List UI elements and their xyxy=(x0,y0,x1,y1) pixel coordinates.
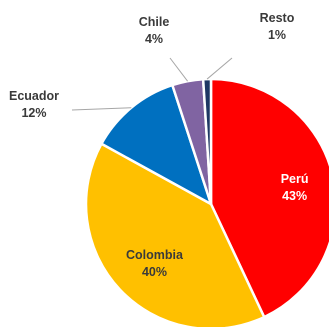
slice-value-colombia: 40% xyxy=(142,265,167,279)
slice-labels: Perú 43% Colombia 40% Ecuador 12% Chile 4% Resto… xyxy=(9,11,309,279)
slice-value-chile: 4% xyxy=(145,32,163,46)
leader-line-resto xyxy=(206,57,233,80)
slice-label-colombia: Colombia xyxy=(126,248,184,262)
pie-slices xyxy=(84,77,329,327)
slice-value-resto: 1% xyxy=(268,28,286,42)
leader-lines xyxy=(71,57,233,111)
slice-label-peru: Perú xyxy=(281,172,309,186)
pie-slice-ecuador xyxy=(100,83,213,206)
slice-label-ecuador: Ecuador xyxy=(9,89,59,103)
slice-value-ecuador: 12% xyxy=(21,106,46,120)
pie-slice-colombia xyxy=(84,142,266,327)
slice-value-peru: 43% xyxy=(282,189,307,203)
slice-label-chile: Chile xyxy=(139,15,170,29)
leader-line-ecuador xyxy=(71,107,132,111)
pie-slice-peru xyxy=(209,77,329,319)
leader-line-chile xyxy=(169,57,188,82)
slice-label-resto: Resto xyxy=(260,11,295,25)
